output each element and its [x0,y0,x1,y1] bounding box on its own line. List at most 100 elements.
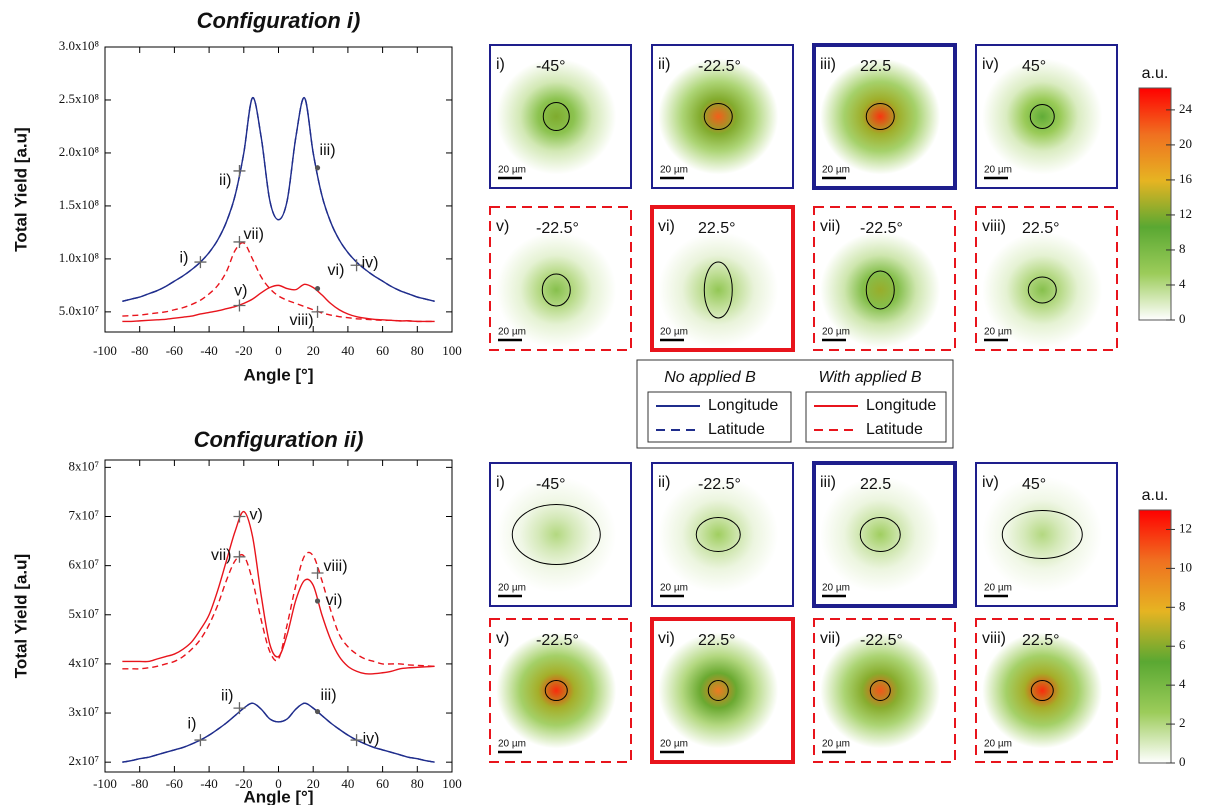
panel-label: iv) [982,474,999,491]
series-line [122,97,435,302]
y-tick-label: 2.5x10⁸ [59,91,100,106]
x-tick-label: 40 [341,776,354,791]
panel-label: iii) [820,474,836,491]
x-tick-label: -40 [200,776,217,791]
point-marker [311,567,324,580]
panel-angle: -22.5° [536,220,579,237]
colorbar-tick-label: 4 [1179,676,1186,691]
y-tick-label: 2.0x10⁸ [59,144,100,159]
series-line [122,510,435,675]
point-label: viii) [324,558,348,575]
panel-angle: -22.5° [536,632,579,649]
contour [1027,276,1057,304]
panel-angle: 22.5° [1022,220,1060,237]
colorbar-tick-label: 12 [1179,206,1192,221]
panel-border [650,617,795,764]
panel-border [975,462,1118,607]
contour [865,270,895,310]
panel-label: i) [496,56,505,73]
contour [511,504,601,565]
panel-label: vi) [658,218,675,235]
x-tick-label: -60 [166,343,183,358]
panel-angle: 22.5° [698,632,736,649]
colorbar-tick-label: 4 [1179,276,1186,291]
point-marker [194,734,207,747]
x-tick-label: -80 [131,776,148,791]
y-tick-label: 3x10⁷ [68,704,99,719]
intensity-spot [658,476,779,593]
legend-label: Latitude [708,421,765,438]
point-label: i) [188,715,197,732]
panel-label: iv) [982,56,999,73]
scale-bar-label: 20 µm [498,583,526,594]
panel-angle: -22.5° [698,58,741,75]
x-tick-label: -20 [235,776,252,791]
contour [1029,104,1055,129]
series-line [122,551,435,670]
scale-bar-label: 20 µm [660,327,688,338]
contour [703,103,733,130]
scale-bar-label: 20 µm [498,739,526,750]
intensity-spot [820,632,941,749]
y-tick-label: 8x10⁷ [68,458,99,473]
point-label: ii) [221,687,233,704]
point-label: vi) [326,592,343,609]
x-tick-label: 80 [411,343,424,358]
colorbar-tick-label: 10 [1179,559,1192,574]
x-tick-label: -20 [235,343,252,358]
panel-angle: -22.5° [860,632,903,649]
panel-border [651,44,794,189]
legend-label: Latitude [866,421,923,438]
contour [695,517,741,552]
point-marker [350,259,363,272]
intensity-spot [496,632,617,749]
x-tick-label: 60 [376,343,389,358]
intensity-spot [658,58,779,175]
point-label: ii) [219,172,231,189]
intensity-spot [982,476,1103,593]
scale-bar-label: 20 µm [984,583,1012,594]
scale-bar-label: 20 µm [822,739,850,750]
point-label: v) [234,283,247,300]
colorbar-title: a.u. [1142,487,1169,504]
point-label: v) [249,507,262,524]
x-tick-label: 20 [307,776,320,791]
x-tick-label: 20 [307,343,320,358]
panel-angle: -45° [536,476,566,493]
panel-angle: -45° [536,58,566,75]
point-label: iii) [320,142,336,159]
contour [1001,510,1083,559]
panel-label: vi) [658,630,675,647]
colorbar-tick-label: 2 [1179,715,1186,730]
point-label: iii) [321,687,337,704]
panel-border [975,618,1118,763]
panel-label: viii) [982,218,1006,235]
point-label: vii) [243,226,263,243]
panel-border [489,206,632,351]
panel-angle: 22.5 [860,476,891,493]
x-tick-label: 100 [442,343,462,358]
point-marker [194,256,207,269]
point-label: iv) [362,254,379,271]
intensity-spot [496,58,617,175]
scale-bar-label: 20 µm [822,165,850,176]
y-tick-label: 7x10⁷ [68,507,99,522]
scale-bar-label: 20 µm [984,327,1012,338]
plot-frame [104,46,453,333]
point-marker [233,235,246,248]
colorbar-title: a.u. [1142,65,1169,82]
x-tick-label: 40 [341,343,354,358]
panel-label: i) [496,474,505,491]
intensity-spot [820,476,941,593]
panel-angle: 45° [1022,58,1046,75]
x-tick-label: -40 [200,343,217,358]
panel-label: v) [496,218,509,235]
point-marker [233,702,246,715]
point-marker [350,734,363,747]
series-line [122,242,435,323]
intensity-spot [496,231,617,348]
colorbar [1138,509,1172,764]
scale-bar-label: 20 µm [498,165,526,176]
intensity-spot [658,632,779,749]
